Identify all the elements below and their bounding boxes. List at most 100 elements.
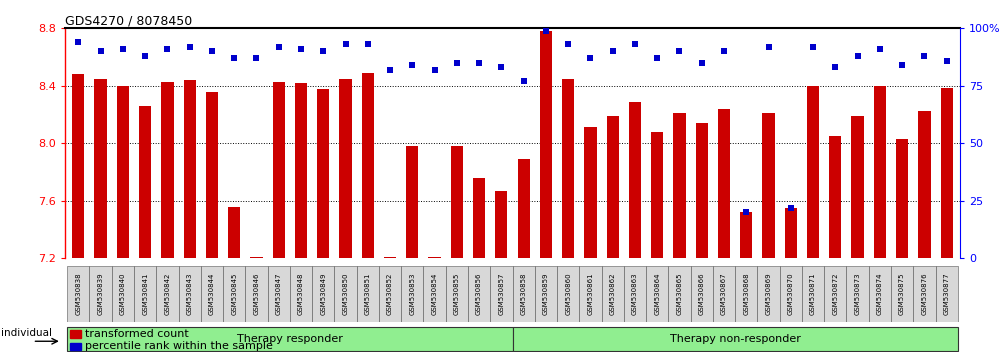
Bar xyxy=(874,86,886,258)
FancyBboxPatch shape xyxy=(757,266,780,322)
Point xyxy=(182,44,198,50)
Bar xyxy=(451,146,463,258)
Text: GSM530849: GSM530849 xyxy=(320,273,326,315)
Text: GSM530852: GSM530852 xyxy=(387,273,393,315)
FancyBboxPatch shape xyxy=(201,266,223,322)
Point xyxy=(137,53,153,59)
Text: GSM530848: GSM530848 xyxy=(298,273,304,315)
Point xyxy=(70,39,86,45)
Text: GSM530845: GSM530845 xyxy=(231,273,237,315)
Text: GSM530864: GSM530864 xyxy=(654,273,660,315)
FancyBboxPatch shape xyxy=(156,266,179,322)
Point xyxy=(93,48,109,54)
Point xyxy=(338,42,354,47)
FancyBboxPatch shape xyxy=(134,266,156,322)
Bar xyxy=(384,257,396,258)
Text: GSM530860: GSM530860 xyxy=(565,273,571,315)
Text: GDS4270 / 8078450: GDS4270 / 8078450 xyxy=(65,14,192,27)
Bar xyxy=(117,86,129,258)
Bar xyxy=(918,111,931,258)
Bar xyxy=(696,123,708,258)
Bar xyxy=(184,80,196,258)
Point xyxy=(582,56,598,61)
Text: GSM530877: GSM530877 xyxy=(944,273,950,315)
Point xyxy=(872,46,888,52)
Point xyxy=(271,44,287,50)
FancyBboxPatch shape xyxy=(602,266,624,322)
FancyBboxPatch shape xyxy=(268,266,290,322)
Text: GSM530876: GSM530876 xyxy=(921,273,927,315)
Text: GSM530859: GSM530859 xyxy=(543,273,549,315)
FancyBboxPatch shape xyxy=(290,266,312,322)
Point xyxy=(939,58,955,63)
FancyBboxPatch shape xyxy=(913,266,936,322)
Point xyxy=(516,79,532,84)
Bar xyxy=(941,88,953,258)
FancyBboxPatch shape xyxy=(512,266,535,322)
Bar xyxy=(406,146,418,258)
FancyBboxPatch shape xyxy=(89,266,112,322)
Bar xyxy=(584,127,597,258)
Text: GSM530844: GSM530844 xyxy=(209,273,215,315)
Point xyxy=(671,48,687,54)
FancyBboxPatch shape xyxy=(846,266,869,322)
Text: GSM530861: GSM530861 xyxy=(587,273,593,315)
Bar xyxy=(495,191,507,258)
Text: GSM530850: GSM530850 xyxy=(343,273,349,315)
FancyBboxPatch shape xyxy=(112,266,134,322)
Text: GSM530868: GSM530868 xyxy=(743,273,749,315)
Text: GSM530871: GSM530871 xyxy=(810,273,816,315)
FancyBboxPatch shape xyxy=(802,266,824,322)
Point xyxy=(315,48,331,54)
Point xyxy=(827,64,843,70)
Bar xyxy=(829,137,841,258)
Point xyxy=(427,67,443,73)
Point xyxy=(404,62,420,68)
Text: GSM530856: GSM530856 xyxy=(476,273,482,315)
Text: GSM530847: GSM530847 xyxy=(276,273,282,315)
Point xyxy=(382,67,398,73)
Text: GSM530862: GSM530862 xyxy=(610,273,616,315)
Bar xyxy=(295,83,307,258)
Bar xyxy=(518,160,530,258)
FancyBboxPatch shape xyxy=(245,266,268,322)
FancyBboxPatch shape xyxy=(357,266,379,322)
FancyBboxPatch shape xyxy=(691,266,713,322)
Bar xyxy=(762,114,775,258)
Text: GSM530851: GSM530851 xyxy=(365,273,371,315)
FancyBboxPatch shape xyxy=(624,266,646,322)
Text: GSM530857: GSM530857 xyxy=(498,273,504,315)
Point xyxy=(538,28,554,34)
FancyBboxPatch shape xyxy=(735,266,757,322)
Bar xyxy=(70,343,81,350)
Point xyxy=(449,60,465,66)
Text: GSM530870: GSM530870 xyxy=(788,273,794,315)
Point xyxy=(293,46,309,52)
FancyBboxPatch shape xyxy=(490,266,512,322)
Text: percentile rank within the sample: percentile rank within the sample xyxy=(85,341,273,352)
FancyBboxPatch shape xyxy=(936,266,958,322)
Bar xyxy=(317,89,329,258)
Point xyxy=(805,44,821,50)
Text: GSM530865: GSM530865 xyxy=(676,273,682,315)
FancyBboxPatch shape xyxy=(468,266,490,322)
FancyBboxPatch shape xyxy=(780,266,802,322)
Bar xyxy=(473,178,485,258)
Text: GSM530867: GSM530867 xyxy=(721,273,727,315)
Point xyxy=(471,60,487,66)
Bar xyxy=(629,102,641,258)
Bar xyxy=(228,207,240,258)
Bar xyxy=(428,257,441,258)
Point xyxy=(605,48,621,54)
Point xyxy=(248,56,264,61)
Point xyxy=(159,46,175,52)
Text: GSM530872: GSM530872 xyxy=(832,273,838,315)
FancyBboxPatch shape xyxy=(557,266,579,322)
Bar xyxy=(273,81,285,258)
Text: GSM530841: GSM530841 xyxy=(142,273,148,315)
Point xyxy=(850,53,866,59)
Text: GSM530838: GSM530838 xyxy=(75,273,81,315)
Bar xyxy=(673,114,686,258)
FancyBboxPatch shape xyxy=(646,266,668,322)
Point xyxy=(894,62,910,68)
